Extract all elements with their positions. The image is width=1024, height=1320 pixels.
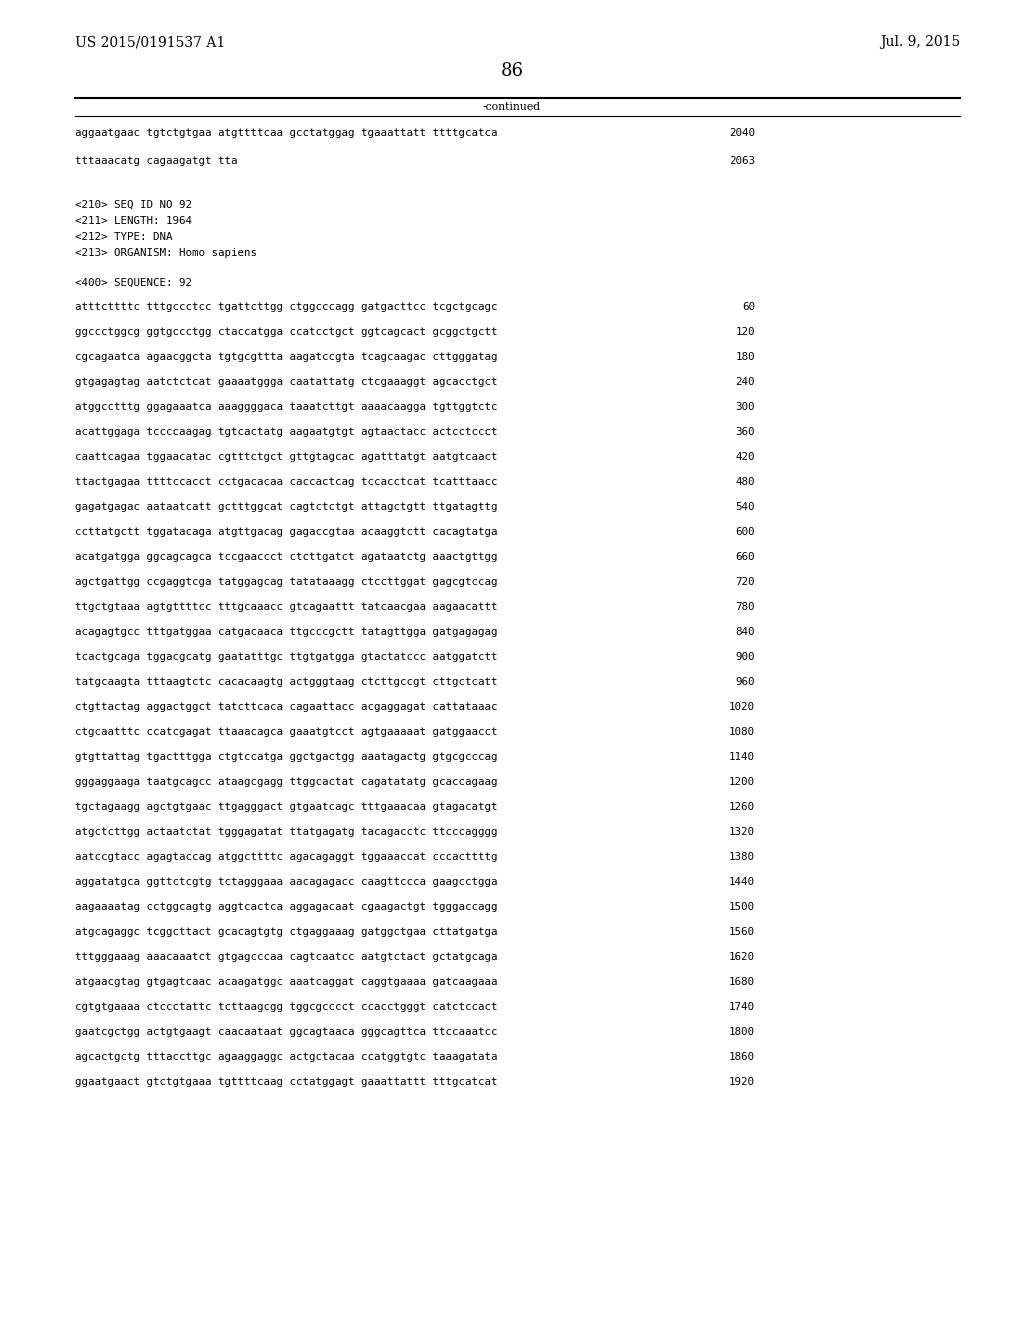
Text: gggaggaaga taatgcagcc ataagcgagg ttggcactat cagatatatg gcaccagaag: gggaggaaga taatgcagcc ataagcgagg ttggcac… bbox=[75, 777, 498, 787]
Text: 420: 420 bbox=[735, 451, 755, 462]
Text: 480: 480 bbox=[735, 477, 755, 487]
Text: Jul. 9, 2015: Jul. 9, 2015 bbox=[880, 36, 961, 49]
Text: 300: 300 bbox=[735, 403, 755, 412]
Text: gtgagagtag aatctctcat gaaaatggga caatattatg ctcgaaaggt agcacctgct: gtgagagtag aatctctcat gaaaatggga caatatt… bbox=[75, 378, 498, 387]
Text: gtgttattag tgactttgga ctgtccatga ggctgactgg aaatagactg gtgcgcccag: gtgttattag tgactttgga ctgtccatga ggctgac… bbox=[75, 752, 498, 762]
Text: 1740: 1740 bbox=[729, 1002, 755, 1012]
Text: <400> SEQUENCE: 92: <400> SEQUENCE: 92 bbox=[75, 279, 193, 288]
Text: 1140: 1140 bbox=[729, 752, 755, 762]
Text: ctgcaatttc ccatcgagat ttaaacagca gaaatgtcct agtgaaaaat gatggaacct: ctgcaatttc ccatcgagat ttaaacagca gaaatgt… bbox=[75, 727, 498, 737]
Text: <212> TYPE: DNA: <212> TYPE: DNA bbox=[75, 232, 172, 242]
Text: tttaaacatg cagaagatgt tta: tttaaacatg cagaagatgt tta bbox=[75, 156, 238, 166]
Text: tgctagaagg agctgtgaac ttgagggact gtgaatcagc tttgaaacaa gtagacatgt: tgctagaagg agctgtgaac ttgagggact gtgaatc… bbox=[75, 803, 498, 812]
Text: agctgattgg ccgaggtcga tatggagcag tatataaagg ctccttggat gagcgtccag: agctgattgg ccgaggtcga tatggagcag tatataa… bbox=[75, 577, 498, 587]
Text: ttactgagaa ttttccacct cctgacacaa caccactcag tccacctcat tcatttaacc: ttactgagaa ttttccacct cctgacacaa caccact… bbox=[75, 477, 498, 487]
Text: 86: 86 bbox=[501, 62, 523, 81]
Text: atgaacgtag gtgagtcaac acaagatggc aaatcaggat caggtgaaaa gatcaagaaa: atgaacgtag gtgagtcaac acaagatggc aaatcag… bbox=[75, 977, 498, 987]
Text: tttgggaaag aaacaaatct gtgagcccaa cagtcaatcc aatgtctact gctatgcaga: tttgggaaag aaacaaatct gtgagcccaa cagtcaa… bbox=[75, 952, 498, 962]
Text: 1080: 1080 bbox=[729, 727, 755, 737]
Text: 1380: 1380 bbox=[729, 851, 755, 862]
Text: 120: 120 bbox=[735, 327, 755, 337]
Text: 60: 60 bbox=[742, 302, 755, 312]
Text: 780: 780 bbox=[735, 602, 755, 612]
Text: 960: 960 bbox=[735, 677, 755, 686]
Text: 1440: 1440 bbox=[729, 876, 755, 887]
Text: cgtgtgaaaa ctccctattc tcttaagcgg tggcgcccct ccacctgggt catctccact: cgtgtgaaaa ctccctattc tcttaagcgg tggcgcc… bbox=[75, 1002, 498, 1012]
Text: aatccgtacc agagtaccag atggcttttc agacagaggt tggaaaccat cccacttttg: aatccgtacc agagtaccag atggcttttc agacaga… bbox=[75, 851, 498, 862]
Text: 2063: 2063 bbox=[729, 156, 755, 166]
Text: 540: 540 bbox=[735, 502, 755, 512]
Text: 240: 240 bbox=[735, 378, 755, 387]
Text: atttcttttc tttgccctcc tgattcttgg ctggcccagg gatgacttcc tcgctgcagc: atttcttttc tttgccctcc tgattcttgg ctggccc… bbox=[75, 302, 498, 312]
Text: 180: 180 bbox=[735, 352, 755, 362]
Text: tcactgcaga tggacgcatg gaatatttgc ttgtgatgga gtactatccc aatggatctt: tcactgcaga tggacgcatg gaatatttgc ttgtgat… bbox=[75, 652, 498, 663]
Text: ttgctgtaaa agtgttttcc tttgcaaacc gtcagaattt tatcaacgaa aagaacattt: ttgctgtaaa agtgttttcc tttgcaaacc gtcagaa… bbox=[75, 602, 498, 612]
Text: agcactgctg tttaccttgc agaaggaggc actgctacaa ccatggtgtc taaagatata: agcactgctg tttaccttgc agaaggaggc actgcta… bbox=[75, 1052, 498, 1063]
Text: atgctcttgg actaatctat tgggagatat ttatgagatg tacagacctc ttcccagggg: atgctcttgg actaatctat tgggagatat ttatgag… bbox=[75, 828, 498, 837]
Text: 1200: 1200 bbox=[729, 777, 755, 787]
Text: aggatatgca ggttctcgtg tctagggaaa aacagagacc caagttccca gaagcctgga: aggatatgca ggttctcgtg tctagggaaa aacagag… bbox=[75, 876, 498, 887]
Text: <210> SEQ ID NO 92: <210> SEQ ID NO 92 bbox=[75, 201, 193, 210]
Text: <211> LENGTH: 1964: <211> LENGTH: 1964 bbox=[75, 216, 193, 226]
Text: acattggaga tccccaagag tgtcactatg aagaatgtgt agtaactacc actcctccct: acattggaga tccccaagag tgtcactatg aagaatg… bbox=[75, 426, 498, 437]
Text: 2040: 2040 bbox=[729, 128, 755, 139]
Text: cgcagaatca agaacggcta tgtgcgttta aagatccgta tcagcaagac cttgggatag: cgcagaatca agaacggcta tgtgcgttta aagatcc… bbox=[75, 352, 498, 362]
Text: 1560: 1560 bbox=[729, 927, 755, 937]
Text: caattcagaa tggaacatac cgtttctgct gttgtagcac agatttatgt aatgtcaact: caattcagaa tggaacatac cgtttctgct gttgtag… bbox=[75, 451, 498, 462]
Text: 1020: 1020 bbox=[729, 702, 755, 711]
Text: acagagtgcc tttgatggaa catgacaaca ttgcccgctt tatagttgga gatgagagag: acagagtgcc tttgatggaa catgacaaca ttgcccg… bbox=[75, 627, 498, 638]
Text: 1800: 1800 bbox=[729, 1027, 755, 1038]
Text: 1680: 1680 bbox=[729, 977, 755, 987]
Text: atggcctttg ggagaaatca aaaggggaca taaatcttgt aaaacaagga tgttggtctc: atggcctttg ggagaaatca aaaggggaca taaatct… bbox=[75, 403, 498, 412]
Text: 900: 900 bbox=[735, 652, 755, 663]
Text: tatgcaagta tttaagtctc cacacaagtg actgggtaag ctcttgccgt cttgctcatt: tatgcaagta tttaagtctc cacacaagtg actgggt… bbox=[75, 677, 498, 686]
Text: 1620: 1620 bbox=[729, 952, 755, 962]
Text: aagaaaatag cctggcagtg aggtcactca aggagacaat cgaagactgt tgggaccagg: aagaaaatag cctggcagtg aggtcactca aggagac… bbox=[75, 902, 498, 912]
Text: 1920: 1920 bbox=[729, 1077, 755, 1086]
Text: 660: 660 bbox=[735, 552, 755, 562]
Text: 600: 600 bbox=[735, 527, 755, 537]
Text: 1860: 1860 bbox=[729, 1052, 755, 1063]
Text: 720: 720 bbox=[735, 577, 755, 587]
Text: aggaatgaac tgtctgtgaa atgttttcaa gcctatggag tgaaattatt ttttgcatca: aggaatgaac tgtctgtgaa atgttttcaa gcctatg… bbox=[75, 128, 498, 139]
Text: US 2015/0191537 A1: US 2015/0191537 A1 bbox=[75, 36, 225, 49]
Text: ccttatgctt tggatacaga atgttgacag gagaccgtaa acaaggtctt cacagtatga: ccttatgctt tggatacaga atgttgacag gagaccg… bbox=[75, 527, 498, 537]
Text: gaatcgctgg actgtgaagt caacaataat ggcagtaaca gggcagttca ttccaaatcc: gaatcgctgg actgtgaagt caacaataat ggcagta… bbox=[75, 1027, 498, 1038]
Text: <213> ORGANISM: Homo sapiens: <213> ORGANISM: Homo sapiens bbox=[75, 248, 257, 257]
Text: acatgatgga ggcagcagca tccgaaccct ctcttgatct agataatctg aaactgttgg: acatgatgga ggcagcagca tccgaaccct ctcttga… bbox=[75, 552, 498, 562]
Text: atgcagaggc tcggcttact gcacagtgtg ctgaggaaag gatggctgaa cttatgatga: atgcagaggc tcggcttact gcacagtgtg ctgagga… bbox=[75, 927, 498, 937]
Text: ctgttactag aggactggct tatcttcaca cagaattacc acgaggagat cattataaac: ctgttactag aggactggct tatcttcaca cagaatt… bbox=[75, 702, 498, 711]
Text: 360: 360 bbox=[735, 426, 755, 437]
Text: 840: 840 bbox=[735, 627, 755, 638]
Text: 1320: 1320 bbox=[729, 828, 755, 837]
Text: ggccctggcg ggtgccctgg ctaccatgga ccatcctgct ggtcagcact gcggctgctt: ggccctggcg ggtgccctgg ctaccatgga ccatcct… bbox=[75, 327, 498, 337]
Text: 1500: 1500 bbox=[729, 902, 755, 912]
Text: -continued: -continued bbox=[483, 102, 541, 112]
Text: ggaatgaact gtctgtgaaa tgttttcaag cctatggagt gaaattattt tttgcatcat: ggaatgaact gtctgtgaaa tgttttcaag cctatgg… bbox=[75, 1077, 498, 1086]
Text: 1260: 1260 bbox=[729, 803, 755, 812]
Text: gagatgagac aataatcatt gctttggcat cagtctctgt attagctgtt ttgatagttg: gagatgagac aataatcatt gctttggcat cagtctc… bbox=[75, 502, 498, 512]
